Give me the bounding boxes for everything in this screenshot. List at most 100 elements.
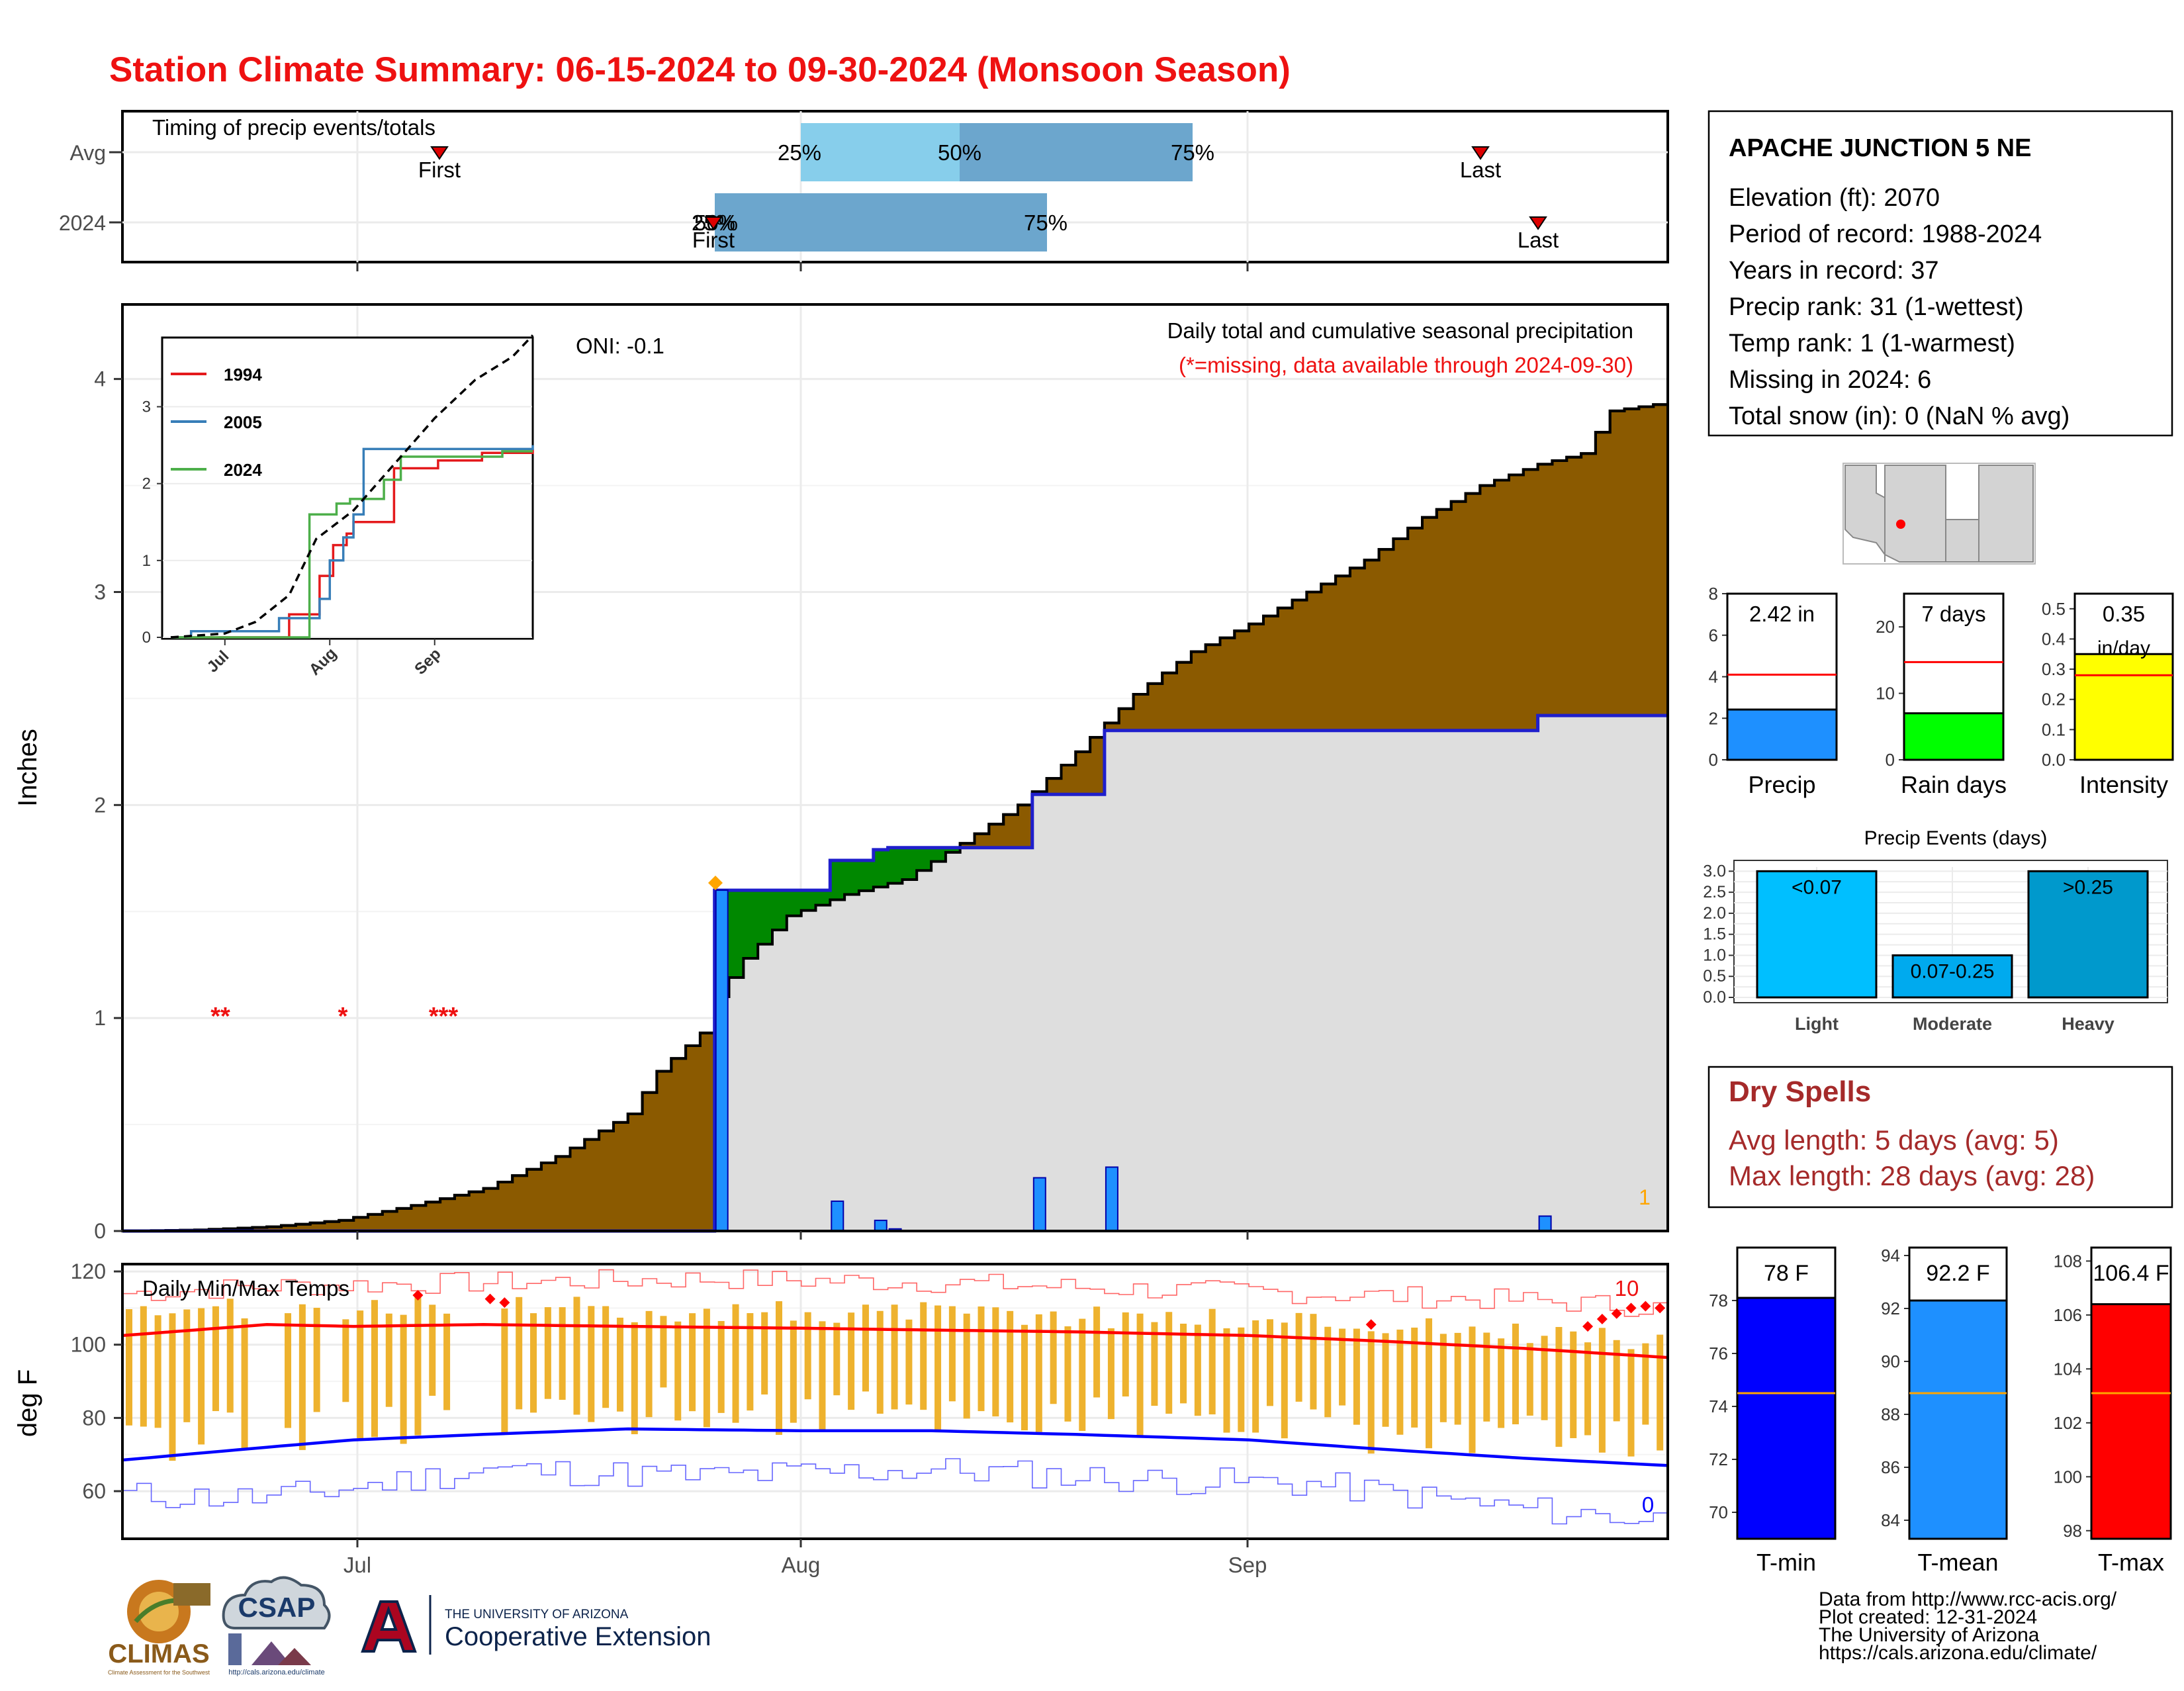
temp-range-bar	[1223, 1328, 1230, 1433]
temp-range-bar	[833, 1322, 841, 1396]
temp-stat-y-label: 88	[1881, 1404, 1900, 1424]
temp-range-bar	[1180, 1324, 1187, 1404]
events-y-label: 0.0	[1703, 988, 1726, 1007]
legend-label-1994: 1994	[224, 365, 262, 385]
temp-stat-y-label: 98	[2063, 1521, 2082, 1541]
temp-range-bar	[948, 1306, 956, 1402]
station-info-frame	[1707, 110, 2173, 437]
record-max-marker	[1365, 1319, 1377, 1330]
temp-range-bar	[1136, 1313, 1144, 1438]
dry-spells-title: Dry Spells	[1729, 1075, 1871, 1108]
temp-range-bar	[1657, 1334, 1664, 1451]
temps-max-count: 10	[1615, 1276, 1639, 1301]
temp-range-bar	[761, 1312, 768, 1395]
ua-name: THE UNIVERSITY OF ARIZONA	[445, 1608, 629, 1622]
temp-range-bar	[342, 1319, 349, 1402]
events-bar-light	[1756, 870, 1878, 999]
record-max-marker	[1582, 1321, 1594, 1332]
temp-stat-t-min: 70 72 74 76 78 78 F T-min	[1709, 1246, 1837, 1576]
temp-range-bar	[645, 1310, 653, 1418]
temp-range-bar	[544, 1307, 551, 1399]
temp-stat-bar	[2090, 1303, 2172, 1540]
temp-range-bar	[530, 1313, 537, 1413]
inset-frame	[161, 336, 534, 640]
mini-chart-precip: 0 2 4 6 8 2.42 in Precip	[1709, 584, 1838, 798]
temp-stat-y-label: 78	[1709, 1291, 1728, 1310]
daily-precip-bar	[1032, 1177, 1046, 1232]
temp-range-bar	[660, 1316, 667, 1388]
ua-logo: THE UNIVERSITY OF ARIZONA Cooperative Ex…	[361, 1595, 711, 1655]
precip-x-ticks	[356, 1231, 1249, 1240]
temp-stat-bar	[1736, 1297, 1837, 1540]
temps-title: Daily Min/Max Temps	[142, 1276, 349, 1301]
temp-range-bar	[674, 1321, 682, 1421]
temp-range-bar	[862, 1304, 869, 1392]
temp-range-bar	[819, 1321, 826, 1430]
events-y-label: 1.5	[1703, 925, 1726, 944]
temp-range-bar	[1426, 1318, 1433, 1449]
events-category-label: Moderate	[1913, 1014, 1992, 1034]
temp-stat-y-label: 92	[1881, 1299, 1900, 1318]
precip-events-title: Precip Events (days)	[1864, 827, 2048, 849]
events-bar-label: 0.07-0.25	[1911, 960, 1995, 982]
temp-stat-value: 78 F	[1764, 1261, 1809, 1286]
mini-y-label: 6	[1709, 625, 1718, 645]
mini-value-unit: in/day	[2097, 637, 2150, 659]
missing-marker-group-2: *	[338, 1003, 348, 1030]
dry-spells-box: Dry Spells Avg length: 5 days (avg: 5) M…	[1707, 1066, 2173, 1209]
temp-range-bar	[414, 1297, 422, 1436]
events-bar-heavy	[2027, 870, 2149, 999]
temp-range-bar	[400, 1314, 407, 1444]
temp-stat-y-label: 104	[2054, 1359, 2082, 1379]
missing-marker-group-3: ***	[429, 1003, 459, 1030]
events-bar-label: >0.25	[2063, 876, 2113, 898]
temp-range-bar	[1266, 1319, 1273, 1406]
temps-y-axis: 60 80 100 120	[71, 1259, 122, 1503]
mini-y-label: 0	[1709, 750, 1718, 770]
temp-range-bar	[1570, 1331, 1577, 1438]
precip-events-chart: Precip Events (days) 0.0 0.5 1.0 1.5 2.0 2.5 3…	[1703, 827, 2168, 1034]
surplus-area	[714, 847, 960, 997]
temps-x-axis: Jul Aug Sep	[343, 1539, 1267, 1577]
temp-range-bar	[703, 1308, 710, 1428]
temp-range-bar	[573, 1297, 580, 1415]
avg-first-marker	[430, 146, 449, 160]
page-title: Station Climate Summary: 06-15-2024 to 0…	[109, 50, 1291, 89]
mini-y-label: 8	[1709, 584, 1718, 604]
temp-range-bar	[1050, 1311, 1057, 1404]
temp-range-bar	[934, 1305, 942, 1433]
mini-y-label: 20	[1876, 617, 1895, 637]
temp-stat-y-label: 70	[1709, 1502, 1728, 1522]
avg-first-label: First	[418, 158, 461, 182]
temp-range-bar	[804, 1312, 811, 1400]
dry-spells-max: Max length: 28 days (avg: 28)	[1729, 1160, 2095, 1191]
temp-stat-y-label: 72	[1709, 1449, 1728, 1469]
station-info-box: APACHE JUNCTION 5 NE Elevation (ft): 207…	[1707, 110, 2173, 437]
station-location-dot	[1896, 520, 1905, 529]
temp-range-bar	[1093, 1306, 1101, 1398]
inset-y-label: 1	[142, 552, 151, 570]
temp-range-bar	[1598, 1328, 1606, 1453]
temp-range-bar	[1339, 1328, 1346, 1406]
avg-last-marker	[1471, 146, 1490, 160]
temp-range-bar	[516, 1297, 523, 1410]
inset-line-2005	[171, 445, 534, 639]
temp-range-bar	[1454, 1332, 1461, 1425]
climas-wordmark: CLIMAS	[108, 1639, 209, 1668]
temp-stat-y-label: 108	[2054, 1251, 2082, 1271]
temp-range-bar	[1295, 1312, 1302, 1402]
footer-plot-created: Plot created: 12-31-2024	[1819, 1606, 2037, 1628]
temp-range-bar	[616, 1317, 623, 1412]
temp-range-bar	[1151, 1322, 1158, 1406]
daily-precip-bar	[715, 890, 729, 1232]
y2024-q25-q75-bar	[715, 193, 1047, 251]
mini-value-bar	[2073, 653, 2174, 761]
station-line-period: Period of record: 1988-2024	[1729, 220, 2042, 248]
temp-range-bar	[1584, 1342, 1592, 1436]
mini-value-label: 2.42 in	[1749, 602, 1815, 626]
temp-range-bar	[717, 1320, 725, 1413]
temps-min-count: 0	[1642, 1492, 1654, 1517]
y2024-first-marker	[704, 216, 723, 230]
temp-range-bar	[1208, 1308, 1216, 1415]
